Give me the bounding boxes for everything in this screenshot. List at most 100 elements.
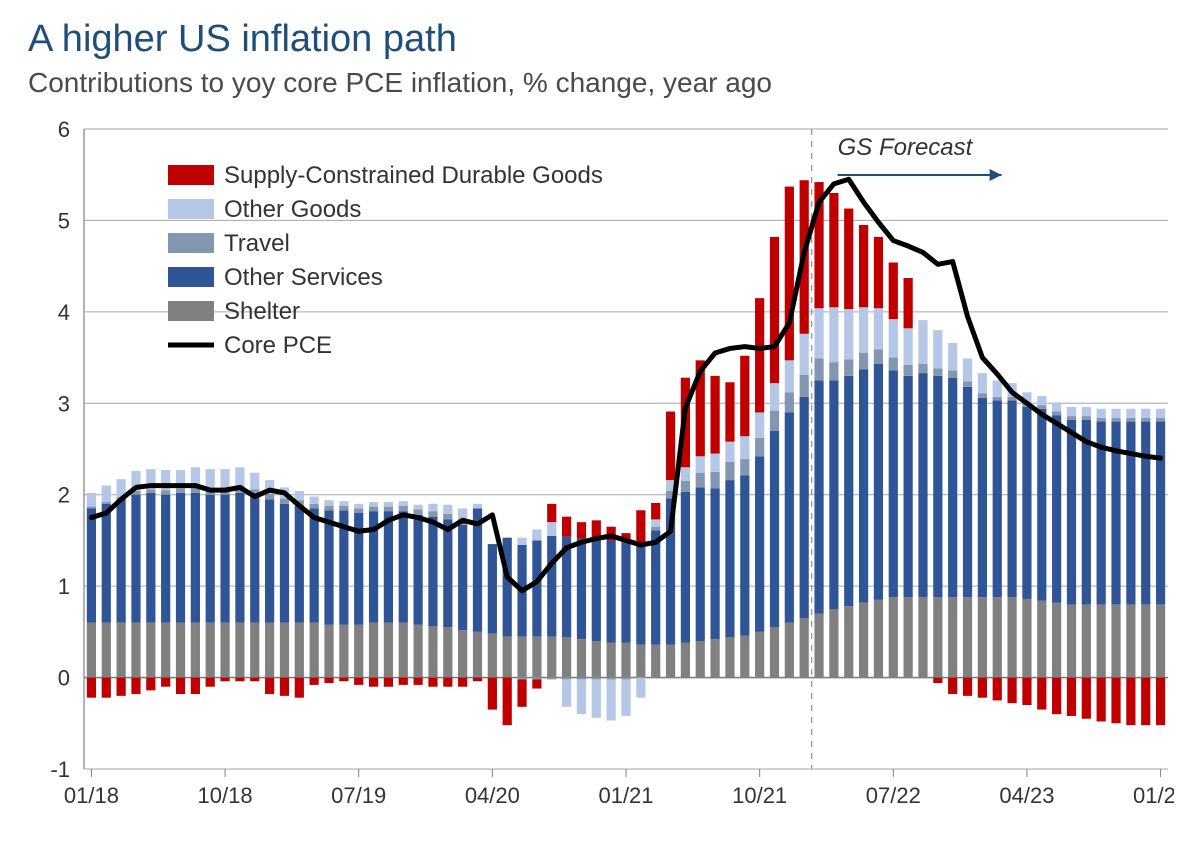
- bar-segment-other_services: [324, 510, 333, 624]
- bar-segment-shelter: [755, 632, 764, 678]
- legend-swatch: [168, 233, 214, 253]
- bar-segment-other_services: [918, 373, 927, 597]
- bar-segment-other_services: [310, 508, 319, 622]
- bar-segment-other_goods: [681, 467, 690, 481]
- bar-segment-travel: [399, 506, 408, 511]
- bar-segment-shelter: [800, 618, 809, 677]
- bar-segment-supply_durables: [310, 678, 319, 685]
- bar-segment-shelter: [547, 636, 556, 677]
- bar-segment-shelter: [399, 623, 408, 678]
- bar-segment-other_goods: [978, 373, 987, 393]
- bar-segment-other_goods: [577, 679, 586, 714]
- bar-segment-supply_durables: [102, 678, 111, 698]
- bar-segment-shelter: [577, 639, 586, 677]
- x-tick-label: 04/20: [465, 783, 520, 808]
- bar-segment-travel: [978, 393, 987, 398]
- bar-segment-shelter: [1082, 604, 1091, 677]
- x-tick-label: 04/23: [999, 783, 1054, 808]
- bar-segment-shelter: [87, 623, 96, 678]
- bar-segment-other_goods: [800, 334, 809, 375]
- bar-segment-travel: [607, 678, 616, 680]
- bar-segment-shelter: [280, 623, 289, 678]
- bar-segment-supply_durables: [235, 678, 244, 682]
- bar-segment-supply_durables: [176, 678, 185, 694]
- bar-segment-other_services: [146, 493, 155, 623]
- bar-segment-other_goods: [339, 501, 348, 506]
- bar-segment-supply_durables: [384, 678, 393, 687]
- bar-segment-other_services: [206, 495, 215, 623]
- bar-segment-travel: [547, 678, 556, 680]
- x-tick-label: 01/24: [1133, 783, 1174, 808]
- bar-segment-other_services: [770, 431, 779, 628]
- bar-segment-other_services: [963, 387, 972, 597]
- bar-segment-shelter: [562, 637, 571, 677]
- bar-segment-other_services: [933, 376, 942, 597]
- bar-segment-supply_durables: [1052, 678, 1061, 715]
- bar-segment-other_services: [102, 504, 111, 623]
- bar-segment-shelter: [829, 609, 838, 678]
- legend-swatch: [168, 267, 214, 287]
- bar-segment-shelter: [621, 643, 630, 678]
- bar-segment-supply_durables: [458, 678, 467, 687]
- bar-segment-other_goods: [785, 360, 794, 392]
- bar-segment-other_goods: [725, 442, 734, 462]
- bar-segment-travel: [725, 462, 734, 480]
- bar-segment-supply_durables: [146, 678, 155, 691]
- bar-segment-other_services: [1082, 420, 1091, 605]
- bar-segment-shelter: [414, 625, 423, 678]
- bar-segment-other_services: [592, 539, 601, 641]
- bar-segment-other_services: [725, 480, 734, 637]
- bar-segment-supply_durables: [904, 278, 913, 328]
- bar-segment-shelter: [458, 630, 467, 678]
- legend-swatch: [168, 165, 214, 185]
- bar-segment-other_goods: [547, 522, 556, 536]
- bar-segment-supply_durables: [889, 262, 898, 319]
- bar-segment-other_goods: [651, 519, 660, 526]
- bar-segment-shelter: [607, 643, 616, 678]
- bar-segment-other_services: [1156, 422, 1165, 605]
- bar-segment-travel: [87, 507, 96, 509]
- bar-segment-travel: [800, 375, 809, 397]
- bar-segment-other_goods: [87, 493, 96, 507]
- bar-segment-other_services: [607, 540, 616, 642]
- bar-segment-travel: [948, 370, 957, 377]
- bar-segment-other_goods: [1052, 402, 1061, 411]
- x-tick-label: 10/18: [198, 783, 253, 808]
- bar-segment-other_services: [503, 538, 512, 637]
- bar-segment-other_services: [295, 506, 304, 623]
- bar-segment-other_services: [265, 499, 274, 622]
- legend-label: Supply-Constrained Durable Goods: [224, 162, 603, 189]
- bar-segment-supply_durables: [1082, 678, 1091, 719]
- x-tick-label: 10/21: [732, 783, 787, 808]
- bar-segment-shelter: [131, 623, 140, 678]
- bar-segment-other_goods: [384, 502, 393, 507]
- bar-segment-travel: [161, 490, 170, 495]
- bar-segment-supply_durables: [473, 678, 482, 682]
- bar-segment-supply_durables: [414, 678, 423, 685]
- bar-segment-other_services: [1007, 401, 1016, 598]
- bar-segment-travel: [532, 678, 541, 680]
- bar-segment-supply_durables: [1037, 678, 1046, 710]
- bar-segment-other_goods: [517, 538, 526, 545]
- bar-segment-other_services: [473, 508, 482, 631]
- bar-segment-supply_durables: [636, 510, 645, 542]
- bar-segment-supply_durables: [265, 678, 274, 694]
- bar-segment-other_services: [740, 476, 749, 636]
- bar-segment-other_goods: [859, 307, 868, 353]
- bar-segment-supply_durables: [532, 679, 541, 688]
- bar-segment-supply_durables: [87, 678, 96, 698]
- bar-segment-travel: [1111, 418, 1120, 422]
- bar-segment-other_services: [814, 380, 823, 613]
- bar-segment-other_services: [384, 511, 393, 623]
- bar-segment-other_services: [859, 369, 868, 602]
- bar-segment-travel: [324, 506, 333, 511]
- bar-segment-shelter: [918, 597, 927, 677]
- bar-segment-supply_durables: [1022, 678, 1031, 705]
- bar-segment-shelter: [473, 632, 482, 678]
- bar-segment-supply_durables: [191, 678, 200, 694]
- bar-segment-other_goods: [814, 308, 823, 358]
- bar-segment-other_services: [176, 493, 185, 623]
- legend-label: Other Services: [224, 264, 383, 291]
- bar-segment-shelter: [369, 623, 378, 678]
- bar-segment-shelter: [1052, 603, 1061, 678]
